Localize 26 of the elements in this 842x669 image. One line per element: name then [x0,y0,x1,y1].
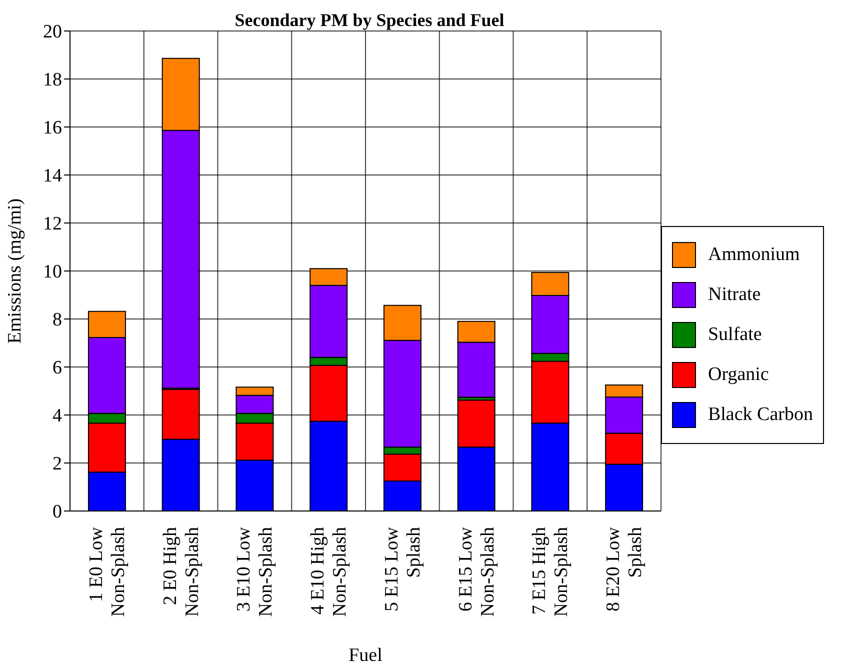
legend-label: Organic [708,364,769,386]
x-tick-label: 1 E0 Low Non-Splash [86,526,129,617]
legend-label: Black Carbon [708,404,813,426]
y-tick-label: 10 [43,262,62,283]
y-tick-label: 20 [43,22,62,43]
y-tick-label: 12 [43,214,62,235]
chart-title: Secondary PM by Species and Fuel [234,10,506,31]
y-tick-label: 18 [43,70,62,91]
x-tick-label: 8 E20 Low Splash [603,526,646,612]
y-tick-label: 16 [43,118,62,139]
x-tick-label: 7 E15 High Non-Splash [529,526,572,617]
legend-label: Ammonium [708,244,800,266]
x-tick-label: 5 E15 Low Splash [381,526,424,612]
y-tick-label: 2 [52,454,62,475]
y-tick-label: 14 [43,166,62,187]
x-tick-label: 4 E10 High Non-Splash [308,526,351,617]
y-tick-label: 4 [52,406,62,427]
y-tick-label: 0 [52,502,62,523]
x-axis-title: Fuel [348,645,382,666]
y-tick-label: 6 [52,358,62,379]
legend-label: Nitrate [708,284,761,306]
legend-label: Sulfate [708,324,762,346]
x-tick-label: 3 E10 Low Non-Splash [234,526,277,617]
y-tick-label: 8 [52,310,62,331]
x-tick-label: 2 E0 High Non-Splash [160,526,203,617]
x-tick-label: 6 E15 Low Non-Splash [455,526,498,617]
